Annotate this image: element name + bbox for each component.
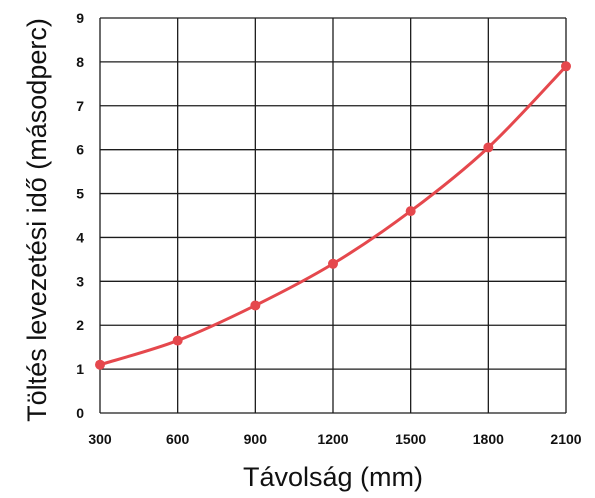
data-point-2100 — [561, 61, 571, 72]
y-tick-label: 8 — [76, 54, 84, 70]
data-point-900 — [250, 300, 261, 311]
data-point-300 — [95, 359, 105, 370]
x-tick-label: 2100 — [550, 431, 581, 447]
data-point-600 — [172, 335, 183, 346]
data-point-1200 — [328, 258, 338, 269]
grid-lines — [99, 17, 567, 414]
y-tick-label: 4 — [76, 229, 84, 245]
x-axis-title: Távolság (mm) — [243, 462, 423, 492]
y-tick-labels: 0 1 2 3 4 5 6 7 8 9 — [76, 10, 84, 421]
data-point-1500 — [405, 206, 416, 217]
x-tick-label: 900 — [244, 431, 268, 447]
data-point-1800 — [483, 142, 494, 153]
y-axis-title: Töltés levezetési idő (másodperc) — [22, 18, 52, 422]
x-tick-label: 1500 — [395, 431, 426, 447]
x-tick-label: 1800 — [473, 431, 504, 447]
y-tick-label: 6 — [76, 142, 84, 158]
y-tick-label: 3 — [76, 273, 84, 289]
y-tick-label: 0 — [76, 405, 84, 421]
x-tick-label: 600 — [166, 431, 190, 447]
x-tick-labels: 300 600 900 1200 1500 1800 2100 — [88, 431, 581, 447]
y-tick-label: 5 — [76, 186, 84, 202]
x-tick-label: 1200 — [317, 431, 348, 447]
y-tick-label: 9 — [76, 10, 84, 26]
y-tick-label: 1 — [76, 361, 84, 377]
y-tick-label: 7 — [76, 98, 84, 114]
x-tick-label: 300 — [88, 431, 112, 447]
data-points — [95, 61, 571, 370]
y-tick-label: 2 — [76, 317, 84, 333]
